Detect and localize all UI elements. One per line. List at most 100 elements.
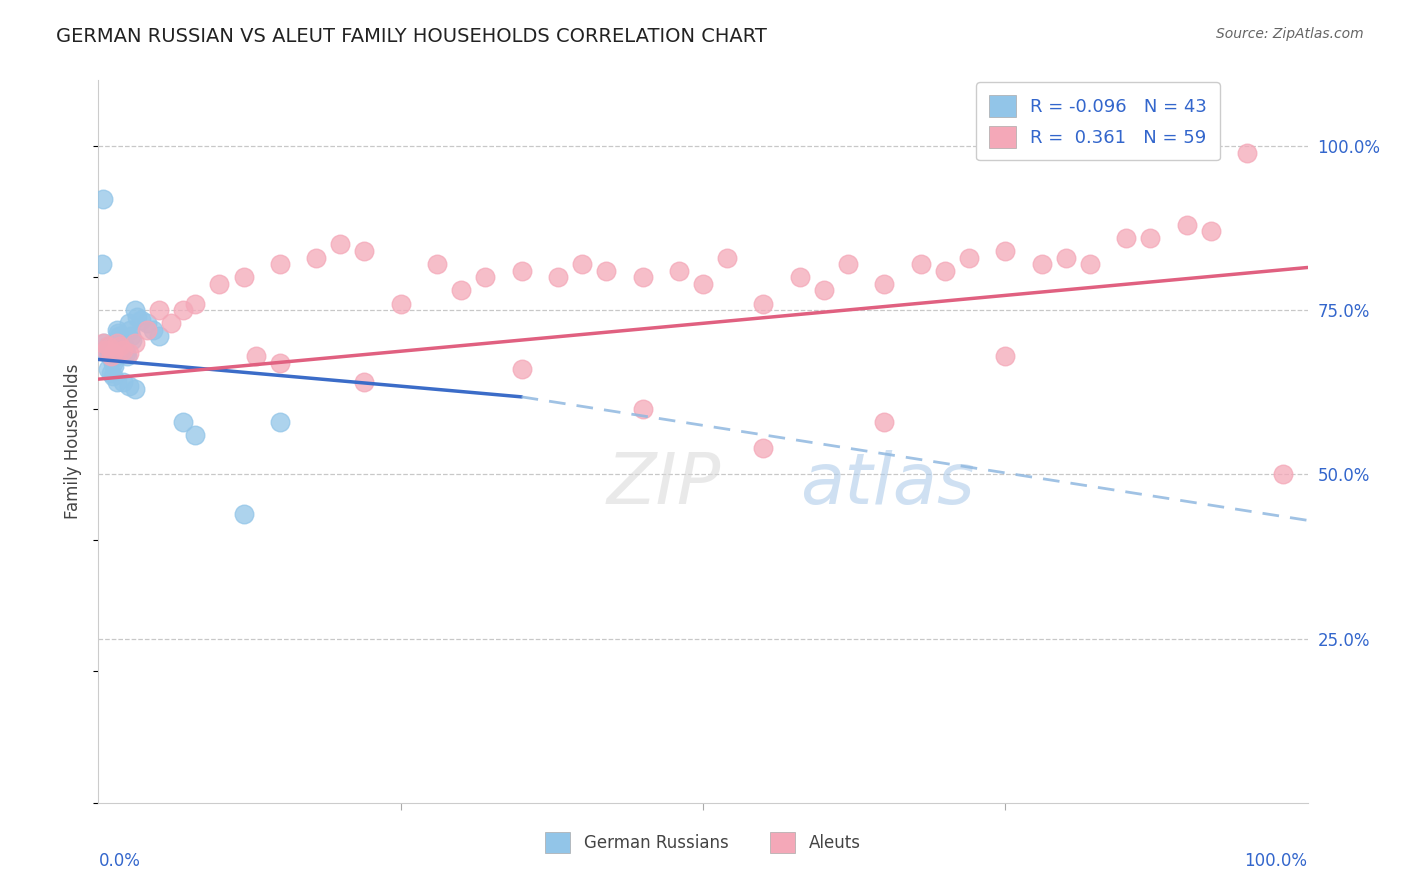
Point	[93, 336, 115, 351]
Point	[329, 237, 352, 252]
Point	[97, 339, 120, 353]
Point	[127, 310, 149, 324]
Point	[269, 356, 291, 370]
Point	[110, 336, 132, 351]
Point	[101, 346, 124, 360]
Point	[1236, 145, 1258, 160]
Point	[105, 376, 128, 390]
Point	[97, 339, 120, 353]
Point	[389, 296, 412, 310]
Point	[108, 329, 131, 343]
Point	[184, 296, 207, 310]
Point	[101, 356, 124, 370]
Point	[118, 346, 141, 360]
Point	[245, 349, 267, 363]
Point	[108, 339, 131, 353]
Point	[104, 349, 127, 363]
Point	[426, 257, 449, 271]
Point	[98, 346, 121, 360]
Point	[994, 349, 1017, 363]
Point	[631, 401, 654, 416]
Point	[135, 323, 157, 337]
Point	[121, 333, 143, 347]
Point	[1078, 257, 1101, 271]
Point	[101, 368, 124, 383]
Point	[129, 313, 152, 327]
Point	[957, 251, 980, 265]
Point	[232, 507, 254, 521]
Point	[716, 251, 738, 265]
Point	[510, 362, 533, 376]
Point	[789, 270, 811, 285]
Point	[934, 264, 956, 278]
Point	[1199, 224, 1222, 238]
Point	[96, 346, 118, 360]
Point	[100, 349, 122, 363]
Point	[994, 244, 1017, 258]
Point	[111, 343, 134, 357]
Text: GERMAN RUSSIAN VS ALEUT FAMILY HOUSEHOLDS CORRELATION CHART: GERMAN RUSSIAN VS ALEUT FAMILY HOUSEHOLD…	[56, 27, 768, 45]
Point	[118, 323, 141, 337]
Point	[1031, 257, 1053, 271]
Point	[108, 333, 131, 347]
Point	[510, 264, 533, 278]
Point	[269, 415, 291, 429]
Point	[160, 316, 183, 330]
Point	[111, 376, 134, 390]
Point	[353, 376, 375, 390]
Point	[94, 343, 117, 357]
Point	[752, 296, 775, 310]
Point	[1139, 231, 1161, 245]
Point	[595, 264, 617, 278]
Point	[120, 329, 142, 343]
Point	[91, 336, 114, 351]
Text: Source: ZipAtlas.com: Source: ZipAtlas.com	[1216, 27, 1364, 41]
Point	[752, 441, 775, 455]
Point	[873, 277, 896, 291]
Point	[547, 270, 569, 285]
Point	[142, 323, 165, 337]
Point	[105, 323, 128, 337]
Point	[100, 352, 122, 367]
Point	[474, 270, 496, 285]
Point	[124, 382, 146, 396]
Point	[100, 366, 122, 380]
Point	[148, 329, 170, 343]
Point	[135, 316, 157, 330]
Point	[118, 316, 141, 330]
Point	[571, 257, 593, 271]
Point	[100, 349, 122, 363]
Point	[111, 336, 134, 351]
Point	[172, 415, 194, 429]
Point	[105, 336, 128, 351]
Point	[631, 270, 654, 285]
Point	[117, 349, 139, 363]
Text: ZIP: ZIP	[606, 450, 721, 519]
Legend: German Russians, Aleuts: German Russians, Aleuts	[538, 826, 868, 860]
Point	[668, 264, 690, 278]
Point	[269, 257, 291, 271]
Point	[873, 415, 896, 429]
Point	[118, 378, 141, 392]
Point	[91, 257, 114, 271]
Text: 100.0%: 100.0%	[1244, 852, 1308, 870]
Point	[148, 303, 170, 318]
Point	[305, 251, 328, 265]
Point	[94, 343, 117, 357]
Y-axis label: Family Households: Family Households	[65, 364, 83, 519]
Point	[837, 257, 859, 271]
Point	[124, 303, 146, 318]
Point	[172, 303, 194, 318]
Point	[115, 346, 138, 360]
Text: atlas: atlas	[800, 450, 974, 519]
Point	[1175, 218, 1198, 232]
Point	[184, 428, 207, 442]
Point	[208, 277, 231, 291]
Point	[124, 336, 146, 351]
Point	[1115, 231, 1137, 245]
Point	[114, 343, 136, 357]
Text: 0.0%: 0.0%	[98, 852, 141, 870]
Point	[813, 284, 835, 298]
Point	[232, 270, 254, 285]
Point	[450, 284, 472, 298]
